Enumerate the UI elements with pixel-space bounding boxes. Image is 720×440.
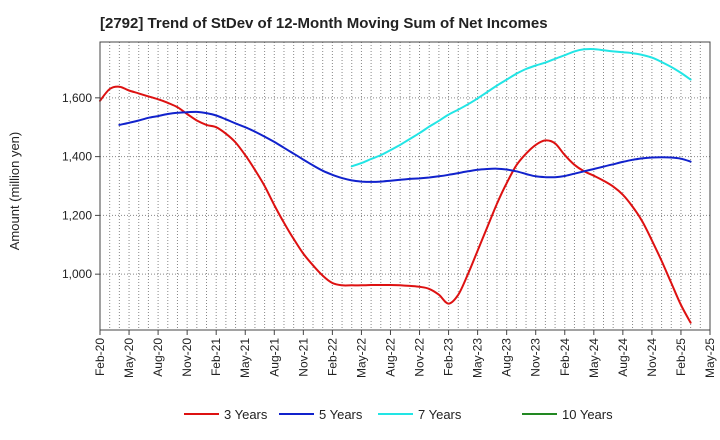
x-tick-label: Feb-20	[93, 338, 107, 376]
series-line-3-years	[99, 85, 692, 324]
x-tick-label: Aug-24	[616, 338, 630, 377]
y-tick-label: 1,400	[62, 150, 92, 164]
plot-area-frame	[99, 41, 711, 331]
grid-lines	[100, 42, 710, 330]
x-tick-label: Aug-21	[267, 338, 281, 377]
x-tick-label: Nov-23	[529, 338, 543, 377]
x-tick-label: Nov-22	[413, 338, 427, 377]
series-line-7-years	[350, 47, 692, 168]
x-tick-label: May-24	[587, 338, 601, 378]
x-tick-label: Nov-21	[296, 338, 310, 377]
x-axis-ticks: Feb-20 May-20 Aug-20 Nov-20 Feb-21 May-21 Aug-…	[93, 330, 717, 378]
x-tick-label: May-25	[703, 338, 717, 378]
x-tick-label: May-23	[471, 338, 485, 378]
x-tick-label: Feb-23	[442, 338, 456, 376]
legend-label-7-years: 7 Years	[418, 407, 462, 422]
y-tick-label: 1,200	[62, 208, 92, 222]
y-axis-ticks: 1,000 1,200 1,400 1,600	[62, 91, 100, 281]
x-tick-label: May-21	[238, 338, 252, 378]
chart-title: [2792] Trend of StDev of 12-Month Moving…	[100, 15, 548, 32]
x-tick-label: Feb-21	[209, 338, 223, 376]
y-tick-label: 1,600	[62, 91, 92, 105]
x-tick-label: Feb-22	[325, 338, 339, 376]
y-axis-label: Amount (million yen)	[7, 132, 22, 251]
x-tick-label: Nov-20	[180, 338, 194, 377]
legend-label-5-years: 5 Years	[319, 407, 363, 422]
x-tick-label: Aug-23	[500, 338, 514, 377]
x-tick-label: May-22	[354, 338, 368, 378]
series-lines	[99, 47, 692, 324]
legend-label-3-years: 3 Years	[224, 407, 268, 422]
y-tick-label: 1,000	[62, 267, 92, 281]
x-tick-label: Aug-22	[383, 338, 397, 377]
x-tick-label: Nov-24	[645, 338, 659, 377]
legend-label-10-years: 10 Years	[562, 407, 613, 422]
x-tick-label: May-20	[122, 338, 136, 378]
x-tick-label: Feb-25	[674, 338, 688, 376]
series-line-5-years	[118, 110, 692, 183]
legend: 3 Years 5 Years 7 Years 10 Years	[184, 407, 613, 422]
x-tick-label: Feb-24	[558, 338, 572, 376]
x-tick-label: Aug-20	[151, 338, 165, 377]
